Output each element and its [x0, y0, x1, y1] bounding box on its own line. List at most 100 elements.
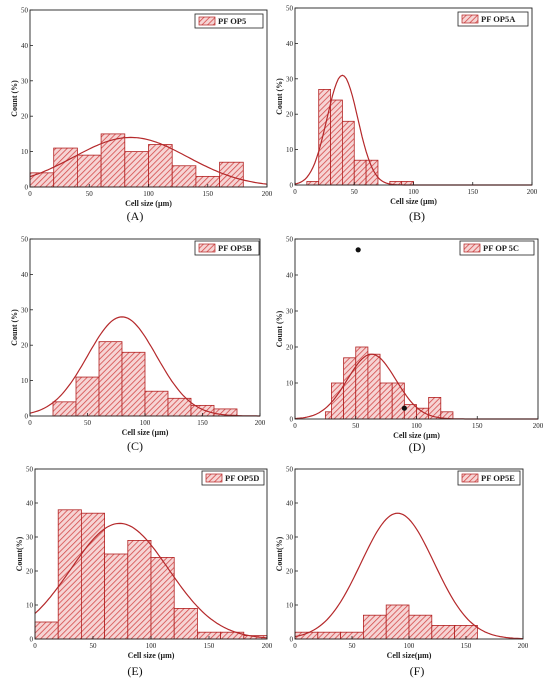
y-tick-label: 0 [290, 636, 294, 644]
x-tick-label: 100 [146, 642, 157, 650]
legend-swatch [205, 473, 223, 483]
histogram-bar [367, 353, 381, 420]
histogram-bar [77, 154, 102, 188]
histogram-bar [34, 621, 59, 640]
normal-fit-curve [29, 316, 260, 417]
x-tick-label: 200 [527, 188, 538, 196]
histogram-bar [121, 351, 146, 417]
chart-panel-4: 0 50 100 150 200 0 10 20 30 40 50 Cell size (µm) Cou… [275, 236, 544, 455]
y-tick-label: 40 [286, 272, 294, 280]
x-tick-label: 50 [351, 188, 359, 196]
y-tick-label: 30 [26, 534, 34, 542]
histogram-bar [317, 631, 341, 640]
histogram-bar [148, 144, 173, 188]
y-axis-label: Count (%) [275, 78, 284, 115]
legend-label: PF OP5A [481, 14, 516, 24]
x-axis-label: Cell size (µm) [393, 431, 440, 440]
y-tick-label: 50 [21, 236, 29, 244]
x-tick-label: 50 [90, 642, 98, 650]
y-axis-label: Count (%) [275, 310, 284, 347]
y-tick-label: 10 [21, 148, 29, 156]
x-tick-label: 50 [86, 190, 94, 198]
y-tick-label: 40 [286, 500, 294, 508]
x-tick-label: 150 [468, 188, 479, 196]
y-tick-label: 30 [286, 308, 294, 316]
y-tick-label: 10 [21, 377, 29, 385]
histogram-bar [144, 390, 169, 417]
x-tick-label: 200 [262, 642, 273, 650]
histogram-bar [362, 614, 387, 640]
histogram-bar [341, 120, 355, 186]
x-axis-label: Cell size (µm) [125, 199, 172, 208]
histogram-bar [104, 553, 129, 640]
y-tick-label: 0 [290, 182, 294, 190]
y-tick-label: 40 [21, 42, 29, 50]
y-tick-label: 40 [21, 271, 29, 279]
panel-label: (A) [127, 209, 144, 223]
chart-panel-1: 0 50 100 150 200 0 10 20 30 40 50 Cell size (µm) Cou… [10, 7, 273, 224]
y-tick-label: 0 [30, 636, 34, 644]
x-tick-label: 0 [293, 642, 297, 650]
y-tick-label: 30 [21, 306, 29, 314]
legend-swatch [463, 243, 481, 253]
data-point-marker [401, 405, 407, 411]
histogram-bar [150, 557, 175, 640]
x-tick-label: 200 [262, 190, 273, 198]
histogram-bar [53, 147, 78, 188]
x-tick-label: 100 [411, 422, 422, 430]
legend-label: PF OP5B [218, 243, 252, 253]
x-tick-label: 200 [518, 642, 529, 650]
legend-label: PF OP 5C [483, 243, 519, 253]
data-point-marker [355, 247, 361, 253]
y-tick-label: 20 [21, 342, 29, 350]
x-tick-label: 200 [255, 419, 266, 427]
x-axis-label: Cell size (µm) [128, 651, 175, 660]
x-tick-label: 50 [349, 642, 357, 650]
histogram-bar [365, 159, 379, 186]
panel-label: (B) [409, 209, 425, 223]
x-tick-label: 200 [533, 422, 544, 430]
histogram-bar [173, 608, 198, 640]
panel-label: (F) [410, 664, 425, 678]
histogram-bar [431, 625, 455, 640]
x-axis-label: Cell size(µm) [387, 651, 432, 660]
y-tick-label: 10 [286, 602, 294, 610]
histogram-bar [391, 382, 405, 420]
x-tick-label: 150 [203, 190, 214, 198]
histogram-bar [385, 604, 410, 640]
y-tick-label: 50 [21, 7, 29, 15]
y-tick-label: 50 [286, 5, 294, 13]
legend-label: PF OP5D [225, 473, 259, 483]
y-tick-label: 40 [26, 500, 34, 508]
histogram-bar [353, 159, 367, 186]
legend-swatch [198, 243, 216, 253]
histogram-bar [127, 540, 152, 640]
histogram-bar [324, 411, 332, 420]
normal-fit-curve [294, 512, 524, 640]
histogram-bar [167, 397, 192, 417]
panel-label: (D) [409, 440, 426, 454]
y-tick-label: 10 [286, 380, 294, 388]
y-tick-label: 30 [286, 75, 294, 83]
histogram-bar [124, 151, 149, 188]
x-tick-label: 100 [143, 190, 154, 198]
legend-label: PF OP5E [481, 473, 515, 483]
y-tick-label: 50 [286, 236, 294, 244]
histogram-bar [52, 401, 77, 417]
y-tick-label: 10 [26, 602, 34, 610]
x-tick-label: 0 [33, 642, 37, 650]
x-axis-label: Cell size (µm) [122, 428, 169, 437]
x-tick-label: 0 [28, 419, 32, 427]
y-axis-label: Count(%) [15, 536, 24, 571]
x-tick-label: 100 [408, 188, 419, 196]
y-tick-label: 0 [290, 416, 294, 424]
histogram-bar [355, 346, 369, 420]
y-tick-label: 20 [21, 113, 29, 121]
y-tick-label: 40 [286, 40, 294, 48]
x-tick-label: 150 [472, 422, 483, 430]
histogram-bar [306, 181, 320, 186]
x-tick-label: 100 [404, 642, 415, 650]
x-axis-label: Cell size (µm) [390, 197, 437, 206]
legend-swatch [198, 16, 216, 26]
x-tick-label: 0 [293, 422, 297, 430]
